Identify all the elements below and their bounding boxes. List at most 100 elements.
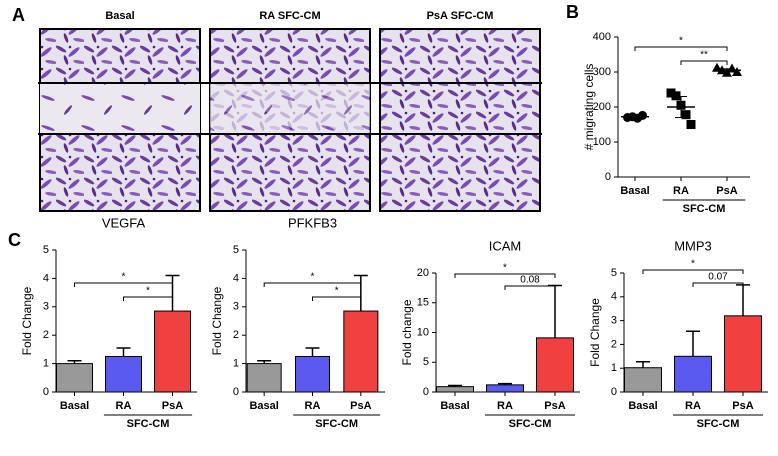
y-tick-label: 0 [423,386,429,398]
chart-title: MMP3 [674,238,712,253]
significance-label: ** [700,50,708,61]
bar [624,367,662,393]
x-tick-label: Basal [440,400,469,412]
scratch-area [210,84,370,134]
y-tick-label: 2 [611,338,617,350]
image-label: Basal [105,10,134,22]
point [671,91,681,101]
significance-bracket [74,282,173,287]
y-tick-label: 1 [233,358,239,370]
y-tick-label: 300 [593,66,611,78]
group-label: SFC-CM [509,418,552,430]
point [722,67,732,77]
x-tick-label: Basal [628,400,657,412]
y-tick-label: 3 [611,315,617,327]
y-tick-label: 4 [43,272,49,284]
y-tick-label: 1 [611,362,617,374]
bar [343,310,379,393]
bar [536,337,574,393]
significance-bracket [680,60,728,65]
y-tick-label: 5 [233,244,239,256]
significance-label: * [311,272,315,283]
x-tick-label: Basal [60,400,89,412]
error-bar [305,347,320,357]
x-tick-label: PsA [350,400,371,412]
y-tick-label: 0 [233,386,239,398]
significance-bracket [263,282,362,287]
error-bar [736,284,750,316]
bar [724,315,762,393]
y-tick-label: 4 [611,291,617,303]
y-tick-label: 10 [417,326,429,338]
error-bar [675,96,687,118]
significance-bracket [454,273,556,278]
y-tick-label: 15 [417,297,429,309]
significance-label: * [691,259,695,270]
y-axis-label: # migrating cells [582,64,596,151]
group-label: SFC-CM [315,418,358,430]
bar [56,363,93,393]
panel-label: C [8,230,21,250]
x-tick-label: RA [685,400,701,412]
error-bar [629,115,641,119]
image-label: RA SFC-CM [259,10,320,22]
significance-label: 0.07 [708,272,728,283]
group-label: SFC-CM [127,418,170,430]
y-axis-label: Fold Change [20,286,34,355]
group-label: SFC-CM [697,418,740,430]
significance-label: * [146,286,150,297]
bar [436,386,474,393]
y-tick-label: 2 [233,329,239,341]
bar [674,355,712,393]
micrograph [379,28,541,212]
y-axis-label: Fold Change [210,286,224,355]
y-tick-label: 1 [43,358,49,370]
error-bar [165,274,180,312]
error-bar [636,361,650,368]
bar [154,310,191,393]
y-tick-label: 0 [611,386,617,398]
significance-bracket [312,296,362,301]
y-tick-label: 3 [43,301,49,313]
point [732,67,742,76]
point [686,120,696,129]
error-bar [721,68,733,73]
significance-label: * [503,263,507,274]
significance-label: * [335,286,339,297]
scratch-area [40,84,200,134]
y-tick-label: 5 [611,267,617,279]
significance-bracket [692,282,744,287]
micrographs: Basal RA SFC-CM PsA SFC-CM [38,10,542,212]
chart-title: PFKFB3 [288,215,337,230]
chart-title: ICAM [489,238,522,253]
error-bar [116,347,131,357]
x-tick-label: RA [673,185,689,197]
point [681,110,691,120]
y-tick-label: 2 [43,329,49,341]
y-tick-label: 200 [593,101,611,113]
error-bar [548,284,562,338]
y-tick-label: 100 [593,136,611,148]
bar [295,356,330,393]
error-bar [353,274,368,312]
y-tick-label: 5 [423,356,429,368]
x-tick-label: RA [305,400,321,412]
bar [486,384,524,393]
significance-label: * [122,272,126,283]
significance-bracket [504,285,556,290]
x-tick-label: PsA [732,400,753,412]
significance-bracket [123,296,173,301]
y-axis-label: Fold change [400,299,414,365]
significance-label: 0.08 [520,275,540,286]
x-tick-label: Basal [620,185,649,197]
y-tick-label: 3 [233,301,239,313]
chart-title: VEGFA [102,215,146,230]
x-tick-label: RA [116,400,132,412]
y-tick-label: 20 [417,267,429,279]
bar [105,356,142,393]
panel-label: B [566,2,579,22]
group-label: SFC-CM [683,203,726,215]
y-tick-label: 4 [233,272,239,284]
significance-label: * [679,36,683,47]
